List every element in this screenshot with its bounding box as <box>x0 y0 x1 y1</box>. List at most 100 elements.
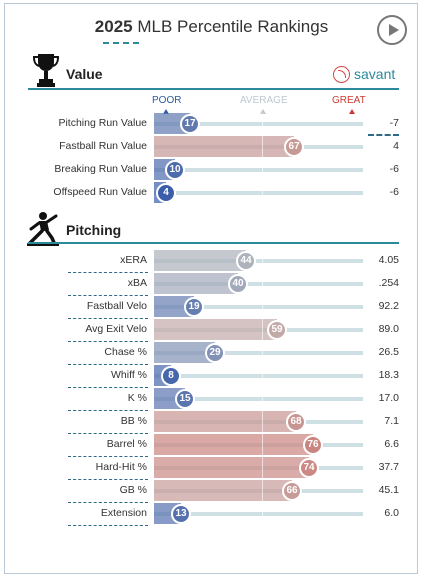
percentile-bar <box>154 296 194 317</box>
metric-value: 45.1 <box>378 484 399 496</box>
metric-label: Chase % <box>104 346 147 358</box>
percentile-bubble[interactable]: 44 <box>236 251 256 271</box>
percentile-bubble[interactable]: 66 <box>282 481 302 501</box>
percentile-track <box>154 512 363 516</box>
percentile-bubble[interactable]: 8 <box>161 366 181 386</box>
pitcher-icon <box>27 212 59 251</box>
metric-label: Barrel % <box>106 438 147 450</box>
percentile-track <box>154 351 363 355</box>
metric-row: Whiff % 8 18.3 <box>0 365 423 388</box>
scale-great: GREAT <box>332 95 366 106</box>
percentile-bubble[interactable]: 29 <box>205 343 225 363</box>
metric-value: -6 <box>389 163 399 175</box>
percentile-track <box>154 305 363 309</box>
percentile-bar <box>154 273 238 294</box>
percentile-bubble[interactable]: 19 <box>184 297 204 317</box>
metric-label: Breaking Run Value <box>54 163 147 175</box>
metric-value: 17.0 <box>378 392 399 404</box>
percentile-track <box>154 282 363 286</box>
savant-logo[interactable]: savant <box>333 65 395 83</box>
metric-value: 4.05 <box>378 254 399 266</box>
pitching-section-title: Pitching <box>66 222 122 238</box>
value-section-title: Value <box>66 66 103 82</box>
metric-value: 7.1 <box>384 415 399 427</box>
percentile-bar <box>154 136 294 157</box>
value-accent-dash <box>368 134 399 136</box>
metric-label: Pitching Run Value <box>58 117 147 129</box>
metric-label: BB % <box>120 415 147 427</box>
percentile-track <box>154 168 363 172</box>
metric-value: 92.2 <box>378 300 399 312</box>
trophy-icon <box>32 52 60 93</box>
percentile-bar <box>154 319 277 340</box>
metric-value: 89.0 <box>378 323 399 335</box>
metric-label: Hard-Hit % <box>95 461 147 473</box>
metric-value: 18.3 <box>378 369 399 381</box>
row-divider <box>68 295 148 296</box>
percentile-bubble[interactable]: 76 <box>303 435 323 455</box>
scale-poor: POOR <box>152 95 182 106</box>
metric-row: Extension 13 6.0 <box>0 503 423 526</box>
metric-value: 6.6 <box>384 438 399 450</box>
metric-label: Whiff % <box>111 369 147 381</box>
percentile-bubble[interactable]: 4 <box>156 183 176 203</box>
metric-row: K % 15 17.0 <box>0 388 423 411</box>
great-marker <box>349 109 355 114</box>
page-title: 2025 MLB Percentile Rankings <box>0 17 423 37</box>
title-year: 2025 <box>94 17 133 36</box>
pitching-section-divider <box>28 242 399 244</box>
value-section-divider <box>28 88 399 90</box>
title-underline <box>103 42 139 44</box>
percentile-bubble[interactable]: 67 <box>284 137 304 157</box>
metric-label: GB % <box>119 484 147 496</box>
percentile-bubble[interactable]: 74 <box>299 458 319 478</box>
percentile-bar <box>154 250 246 271</box>
row-divider <box>68 525 148 526</box>
row-divider <box>68 341 148 342</box>
average-line <box>262 113 263 205</box>
row-divider <box>68 272 148 273</box>
metric-value: 4 <box>393 140 399 152</box>
metric-label: K % <box>127 392 147 404</box>
savant-label: savant <box>354 66 396 82</box>
metric-label: Extension <box>100 507 147 519</box>
percentile-bubble[interactable]: 10 <box>165 160 185 180</box>
percentile-bubble[interactable]: 13 <box>171 504 191 524</box>
metric-label: Fastball Velo <box>86 300 147 312</box>
metric-value: .254 <box>378 277 399 289</box>
row-divider <box>68 502 148 503</box>
metric-value: 26.5 <box>378 346 399 358</box>
row-divider <box>68 318 148 319</box>
percentile-track <box>154 374 363 378</box>
row-divider <box>68 456 148 457</box>
percentile-bar <box>154 434 313 455</box>
metric-row: Fastball Run Value 67 4 <box>0 136 423 159</box>
percentile-track <box>154 259 363 263</box>
metric-label: Offspeed Run Value <box>53 186 147 198</box>
metric-row: Pitching Run Value 17 -7 <box>0 113 423 136</box>
percentile-bar <box>154 342 215 363</box>
title-text: MLB Percentile Rankings <box>137 17 329 36</box>
metric-value: 6.0 <box>384 507 399 519</box>
metric-row: GB % 66 45.1 <box>0 480 423 503</box>
percentile-bar <box>154 457 309 478</box>
metric-label: Fastball Run Value <box>59 140 147 152</box>
metric-value: -7 <box>389 117 399 129</box>
percentile-track <box>154 122 363 126</box>
metric-value: -6 <box>389 186 399 198</box>
metric-row: BB % 68 7.1 <box>0 411 423 434</box>
metric-label: xERA <box>120 254 147 266</box>
percentile-track <box>154 191 363 195</box>
percentile-bar <box>154 411 296 432</box>
poor-marker <box>163 109 169 114</box>
percentile-bubble[interactable]: 15 <box>175 389 195 409</box>
percentile-bubble[interactable]: 68 <box>286 412 306 432</box>
percentile-bubble[interactable]: 17 <box>180 114 200 134</box>
row-divider <box>68 479 148 480</box>
play-icon[interactable] <box>377 15 407 45</box>
metric-row: Barrel % 76 6.6 <box>0 434 423 457</box>
metric-row: Fastball Velo 19 92.2 <box>0 296 423 319</box>
percentile-bubble[interactable]: 40 <box>228 274 248 294</box>
row-divider <box>68 433 148 434</box>
percentile-bubble[interactable]: 59 <box>267 320 287 340</box>
